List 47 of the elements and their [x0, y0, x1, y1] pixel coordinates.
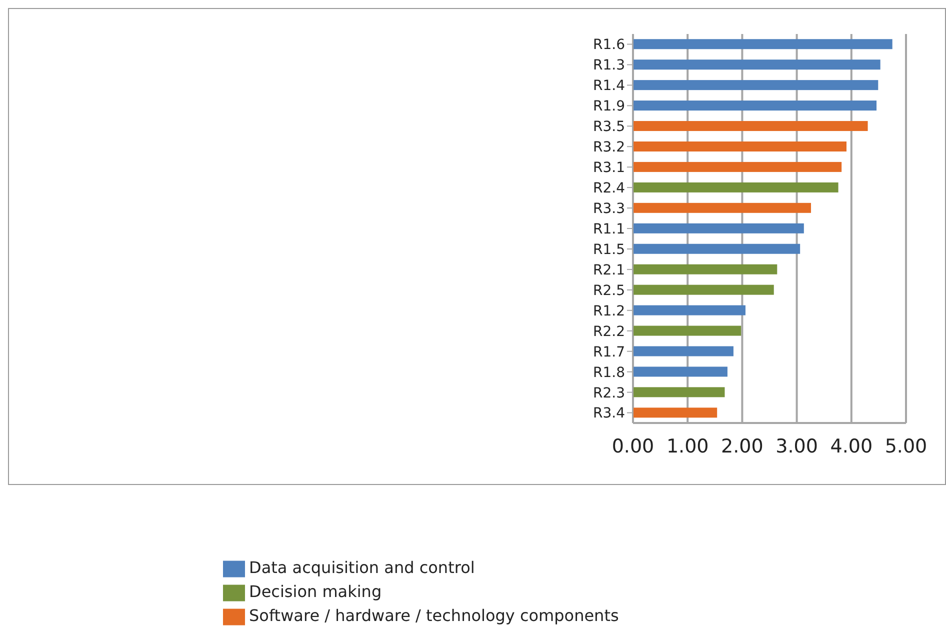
bar: [633, 346, 734, 356]
x-tick-label: 5.00: [884, 435, 928, 458]
x-tick-label: 3.00: [776, 435, 818, 458]
bar: [633, 264, 778, 274]
bar: [633, 80, 878, 90]
bar: [633, 121, 868, 132]
y-tick-label: R1.2: [593, 303, 625, 320]
y-tick-label: R2.2: [593, 324, 625, 340]
bar: [633, 284, 774, 295]
x-tick-label: 1.00: [666, 435, 709, 458]
bar: [633, 366, 728, 377]
y-tick-label: R1.6: [593, 37, 626, 54]
x-tick-label: 4.00: [830, 435, 873, 458]
bar: [633, 141, 846, 152]
y-tick-label: R3.2: [593, 140, 625, 156]
y-tick-label: R2.1: [593, 262, 625, 278]
bar: [633, 305, 746, 316]
y-tick-label: R1.1: [593, 221, 625, 238]
bar: [633, 100, 877, 111]
y-tick-label: R3.5: [593, 119, 625, 136]
legend-label: Decision making: [249, 582, 382, 601]
y-tick-label: R1.5: [593, 242, 625, 258]
bar: [633, 244, 800, 254]
bar: [633, 387, 725, 398]
x-tick-label: 0.00: [612, 435, 654, 458]
bar: [633, 223, 804, 234]
bar: [633, 60, 880, 70]
bar: [633, 182, 838, 192]
bar: [633, 162, 842, 172]
y-tick-label: R1.9: [593, 98, 625, 115]
y-tick-label: R2.3: [593, 385, 625, 402]
bar: [633, 39, 892, 50]
y-tick-label: R1.4: [593, 78, 626, 94]
legend-label: Data acquisition and control: [249, 558, 475, 577]
bar: [633, 408, 718, 418]
x-tick-label: 2.00: [721, 435, 764, 458]
bar: [633, 326, 742, 336]
y-tick-label: R3.1: [593, 160, 625, 176]
legend-label: Software / hardware / technology components: [249, 606, 619, 625]
y-tick-label: R3.3: [593, 200, 625, 217]
y-tick-label: R1.3: [593, 58, 625, 74]
y-tick-label: R2.4: [593, 180, 626, 197]
y-tick-label: R3.4: [593, 406, 626, 422]
y-tick-label: R1.7: [593, 344, 625, 360]
bar: [633, 202, 811, 213]
y-tick-label: R2.5: [593, 282, 625, 299]
y-tick-label: R1.8: [593, 364, 625, 381]
